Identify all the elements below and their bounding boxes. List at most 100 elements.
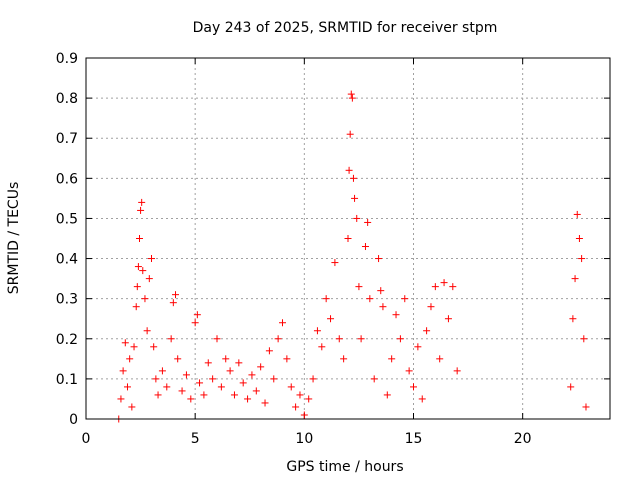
data-point: [355, 283, 363, 291]
data-point: [248, 371, 256, 379]
data-point: [287, 383, 295, 391]
y-tick-label: 0: [69, 412, 78, 428]
gridlines: [86, 58, 610, 419]
data-point: [239, 379, 247, 387]
data-point: [347, 90, 355, 98]
data-point: [213, 335, 221, 343]
data-point: [331, 259, 339, 267]
data-point: [578, 255, 586, 263]
data-point: [117, 395, 125, 403]
plot-frame: [85, 57, 611, 420]
y-tick-label: 0.8: [56, 91, 78, 107]
data-point: [366, 295, 374, 303]
data-point: [296, 391, 304, 399]
data-point: [414, 343, 422, 351]
data-point: [226, 367, 234, 375]
data-point: [133, 283, 141, 291]
data-point: [361, 243, 369, 251]
data-point: [348, 94, 356, 102]
data-point: [575, 235, 583, 242]
data-point: [172, 291, 180, 299]
data-point: [300, 411, 308, 419]
data-point: [169, 299, 177, 307]
data-point: [375, 255, 383, 263]
data-point: [134, 263, 142, 271]
y-tick-label: 0.5: [56, 211, 78, 227]
data-points: [115, 90, 590, 423]
data-point: [158, 367, 166, 375]
data-point: [322, 295, 330, 303]
data-point: [571, 275, 579, 283]
data-point: [123, 383, 131, 391]
x-tick-label: 0: [82, 431, 91, 447]
data-point: [279, 319, 286, 327]
data-point: [152, 375, 160, 383]
x-tick-label: 10: [295, 431, 313, 447]
data-point: [135, 235, 143, 242]
data-point: [121, 339, 129, 347]
data-point: [423, 327, 431, 335]
data-point: [209, 375, 217, 383]
data-point: [377, 287, 385, 295]
data-point: [569, 315, 577, 323]
data-point: [327, 315, 335, 323]
data-point: [217, 383, 225, 391]
data-point: [182, 371, 190, 379]
data-point: [141, 295, 149, 303]
data-point: [346, 130, 354, 138]
data-point: [582, 403, 590, 411]
data-point: [449, 283, 457, 291]
data-point: [143, 327, 151, 335]
data-point: [128, 403, 136, 411]
data-point: [235, 359, 243, 367]
y-tick-label: 0.3: [56, 292, 78, 308]
data-point: [379, 303, 387, 311]
data-point: [196, 379, 204, 387]
data-point: [167, 335, 175, 343]
data-point: [436, 355, 444, 363]
data-point: [270, 375, 278, 383]
data-point: [145, 275, 153, 283]
data-point: [137, 206, 145, 214]
data-point: [340, 355, 348, 363]
data-point: [431, 283, 439, 291]
data-point: [401, 295, 409, 303]
data-point: [154, 391, 162, 399]
data-point: [150, 343, 158, 351]
data-point: [357, 335, 365, 343]
data-point: [292, 403, 300, 411]
y-tick-label: 0.6: [56, 171, 78, 187]
data-point: [132, 303, 140, 311]
y-tick-label: 0.2: [56, 332, 78, 348]
data-point: [383, 391, 391, 399]
data-point: [318, 343, 326, 351]
data-point: [573, 210, 581, 218]
data-point: [178, 387, 186, 395]
data-point: [138, 198, 146, 206]
data-point: [309, 375, 317, 383]
data-point: [191, 319, 199, 327]
data-point: [580, 335, 588, 343]
data-point: [313, 327, 321, 335]
y-axis-label: SRMTID / TECUs: [6, 182, 22, 295]
axes: 0 0.1 0.2 0.3 0.4 0.5 0.6 0.7 0.8 0.9 0 5 10 15 20: [56, 51, 610, 447]
chart-title: Day 243 of 2025, SRMTID for receiver stp…: [193, 20, 498, 36]
data-point: [148, 255, 155, 263]
data-point: [174, 355, 182, 363]
data-point: [274, 335, 282, 343]
y-tick-label: 0.7: [56, 131, 78, 147]
data-point: [370, 375, 378, 383]
data-point: [392, 311, 400, 319]
data-point: [252, 387, 260, 395]
data-point: [427, 303, 435, 311]
data-point: [440, 279, 448, 287]
data-point: [388, 355, 396, 363]
data-point: [163, 383, 171, 391]
data-point: [204, 359, 212, 367]
data-point: [344, 235, 352, 242]
data-point: [567, 383, 575, 391]
data-point: [349, 174, 357, 182]
data-point: [187, 395, 195, 403]
data-point: [244, 395, 252, 403]
data-point: [126, 355, 134, 363]
